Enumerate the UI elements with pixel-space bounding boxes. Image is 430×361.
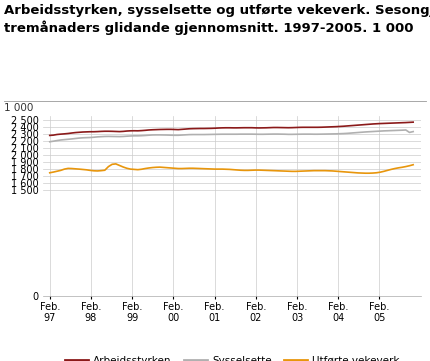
- Utførte vekeverk: [389, 167, 394, 171]
- Arbeidsstyrken: [117, 130, 122, 134]
- Legend: Arbeidsstyrken, Sysselsette, Utførte vekeverk: Arbeidsstyrken, Sysselsette, Utførte vek…: [61, 352, 404, 361]
- Arbeidsstyrken: [381, 121, 387, 126]
- Arbeidsstyrken: [234, 126, 240, 130]
- Line: Arbeidsstyrken: Arbeidsstyrken: [50, 122, 413, 135]
- Line: Sysselsette: Sysselsette: [50, 130, 413, 142]
- Utførte vekeverk: [135, 168, 141, 172]
- Sysselsette: [117, 134, 122, 139]
- Sysselsette: [403, 128, 408, 132]
- Utførte vekeverk: [120, 165, 126, 169]
- Sysselsette: [132, 134, 137, 138]
- Arbeidsstyrken: [392, 121, 397, 125]
- Sysselsette: [264, 132, 269, 136]
- Utførte vekeverk: [363, 171, 368, 175]
- Text: Arbeidsstyrken, sysselsette og utførte vekeverk. Sesongjusterte tal,
tremånaders: Arbeidsstyrken, sysselsette og utførte v…: [4, 4, 430, 35]
- Sysselsette: [411, 130, 416, 134]
- Text: 1 000: 1 000: [4, 103, 34, 113]
- Utførte vekeverk: [399, 165, 405, 169]
- Utførte vekeverk: [411, 162, 416, 167]
- Arbeidsstyrken: [132, 129, 137, 133]
- Arbeidsstyrken: [47, 133, 52, 138]
- Arbeidsstyrken: [264, 126, 269, 130]
- Utførte vekeverk: [267, 168, 273, 173]
- Utførte vekeverk: [113, 162, 118, 166]
- Sysselsette: [392, 128, 397, 132]
- Sysselsette: [234, 132, 240, 136]
- Arbeidsstyrken: [411, 120, 416, 124]
- Utførte vekeverk: [238, 168, 243, 173]
- Utførte vekeverk: [47, 171, 52, 175]
- Sysselsette: [381, 129, 387, 133]
- Sysselsette: [47, 140, 52, 144]
- Line: Utførte vekeverk: Utførte vekeverk: [50, 164, 413, 173]
